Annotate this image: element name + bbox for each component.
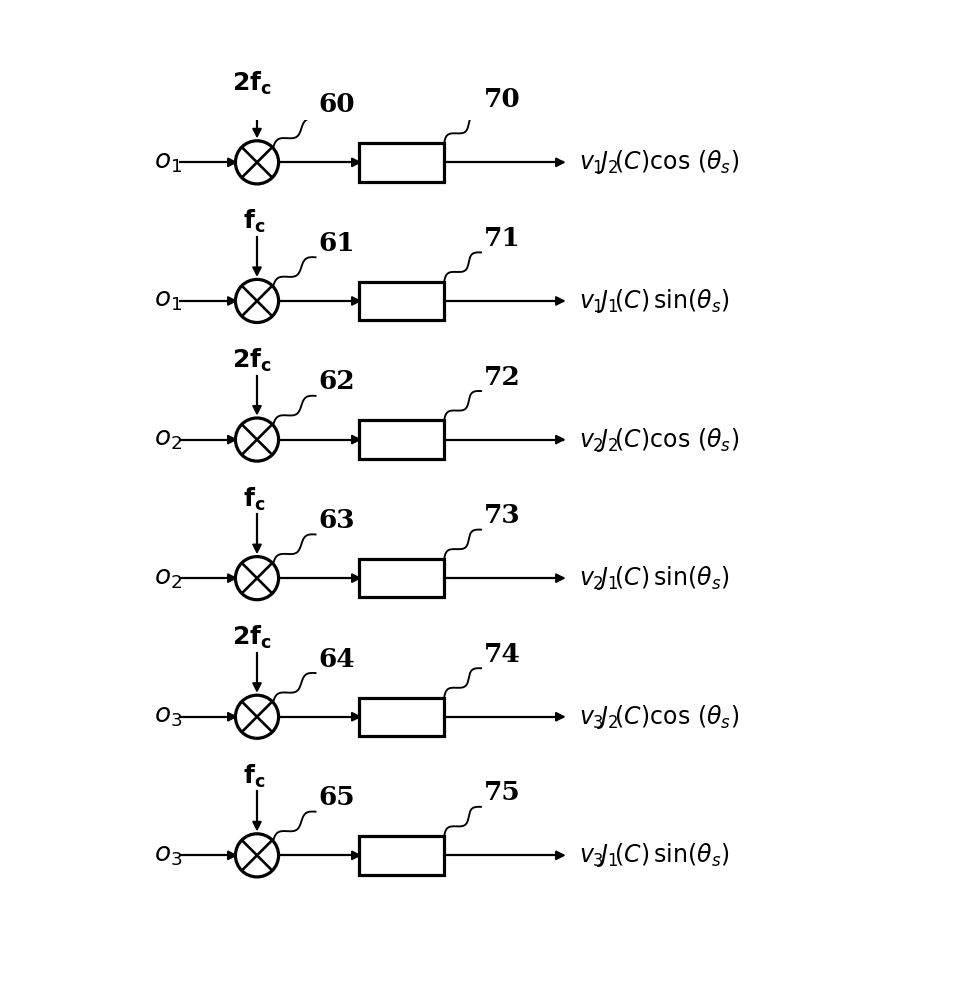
Text: $o_1$: $o_1$ bbox=[153, 150, 182, 175]
Text: 74: 74 bbox=[485, 642, 521, 667]
FancyBboxPatch shape bbox=[360, 559, 445, 597]
Polygon shape bbox=[352, 158, 361, 167]
Polygon shape bbox=[352, 297, 361, 305]
Polygon shape bbox=[228, 158, 236, 167]
Polygon shape bbox=[253, 683, 261, 691]
FancyBboxPatch shape bbox=[360, 836, 445, 875]
FancyBboxPatch shape bbox=[360, 420, 445, 459]
Text: $v_3\!J_1\!(C)\,\sin(\theta_s)$: $v_3\!J_1\!(C)\,\sin(\theta_s)$ bbox=[578, 841, 729, 869]
Text: $v_2\!J_1\!(C)\,\sin(\theta_s)$: $v_2\!J_1\!(C)\,\sin(\theta_s)$ bbox=[578, 564, 729, 592]
Polygon shape bbox=[352, 713, 361, 721]
Text: $\mathbf{2f_c}$: $\mathbf{2f_c}$ bbox=[233, 624, 272, 651]
Text: 65: 65 bbox=[319, 785, 356, 810]
Text: 72: 72 bbox=[485, 365, 521, 390]
Polygon shape bbox=[556, 297, 565, 305]
Text: $\mathbf{2f_c}$: $\mathbf{2f_c}$ bbox=[233, 70, 272, 97]
Polygon shape bbox=[228, 435, 236, 444]
Polygon shape bbox=[556, 851, 565, 860]
Polygon shape bbox=[352, 574, 361, 582]
Text: 71: 71 bbox=[485, 226, 521, 251]
Polygon shape bbox=[253, 128, 261, 137]
Text: $v_2\!J_2\!(C)\cos\,(\theta_s)$: $v_2\!J_2\!(C)\cos\,(\theta_s)$ bbox=[578, 426, 739, 454]
Polygon shape bbox=[253, 267, 261, 276]
Text: 62: 62 bbox=[319, 369, 356, 394]
Text: $v_3\!J_2\!(C)\cos\,(\theta_s)$: $v_3\!J_2\!(C)\cos\,(\theta_s)$ bbox=[578, 703, 739, 731]
Text: 70: 70 bbox=[485, 87, 521, 112]
Polygon shape bbox=[228, 713, 236, 721]
Text: LPF: LPF bbox=[371, 842, 432, 869]
Polygon shape bbox=[556, 435, 565, 444]
Text: LPF: LPF bbox=[371, 149, 432, 176]
Text: 64: 64 bbox=[319, 647, 356, 672]
FancyBboxPatch shape bbox=[360, 698, 445, 736]
Text: $v_1\!J_2\!(C)\cos\,(\theta_s)$: $v_1\!J_2\!(C)\cos\,(\theta_s)$ bbox=[578, 148, 739, 176]
FancyBboxPatch shape bbox=[360, 143, 445, 182]
Polygon shape bbox=[556, 713, 565, 721]
Text: 73: 73 bbox=[485, 503, 521, 528]
Polygon shape bbox=[253, 544, 261, 553]
Text: LPF: LPF bbox=[371, 703, 432, 730]
Polygon shape bbox=[228, 574, 236, 582]
Text: $o_2$: $o_2$ bbox=[153, 566, 182, 591]
Text: $\mathbf{f_c}$: $\mathbf{f_c}$ bbox=[243, 208, 266, 235]
Text: LPF: LPF bbox=[371, 565, 432, 592]
Polygon shape bbox=[352, 851, 361, 860]
Text: $o_2$: $o_2$ bbox=[153, 427, 182, 452]
Text: LPF: LPF bbox=[371, 426, 432, 453]
Polygon shape bbox=[556, 574, 565, 582]
Text: $v_1\!J_1\!(C)\,\sin(\theta_s)$: $v_1\!J_1\!(C)\,\sin(\theta_s)$ bbox=[578, 287, 729, 315]
Polygon shape bbox=[228, 851, 236, 860]
Text: $\mathbf{f_c}$: $\mathbf{f_c}$ bbox=[243, 486, 266, 513]
Polygon shape bbox=[253, 821, 261, 830]
Text: $o_3$: $o_3$ bbox=[153, 843, 183, 868]
Text: $o_3$: $o_3$ bbox=[153, 704, 183, 729]
Text: 61: 61 bbox=[319, 231, 356, 256]
Text: 75: 75 bbox=[485, 780, 521, 805]
FancyBboxPatch shape bbox=[360, 282, 445, 320]
Polygon shape bbox=[352, 435, 361, 444]
Polygon shape bbox=[228, 297, 236, 305]
Text: $\mathbf{f_c}$: $\mathbf{f_c}$ bbox=[243, 763, 266, 790]
Text: 63: 63 bbox=[319, 508, 356, 533]
Text: $\mathbf{2f_c}$: $\mathbf{2f_c}$ bbox=[233, 347, 272, 374]
Text: 60: 60 bbox=[319, 92, 356, 117]
Text: LPF: LPF bbox=[371, 287, 432, 314]
Text: $o_1$: $o_1$ bbox=[153, 288, 182, 313]
Polygon shape bbox=[253, 406, 261, 414]
Polygon shape bbox=[556, 158, 565, 167]
